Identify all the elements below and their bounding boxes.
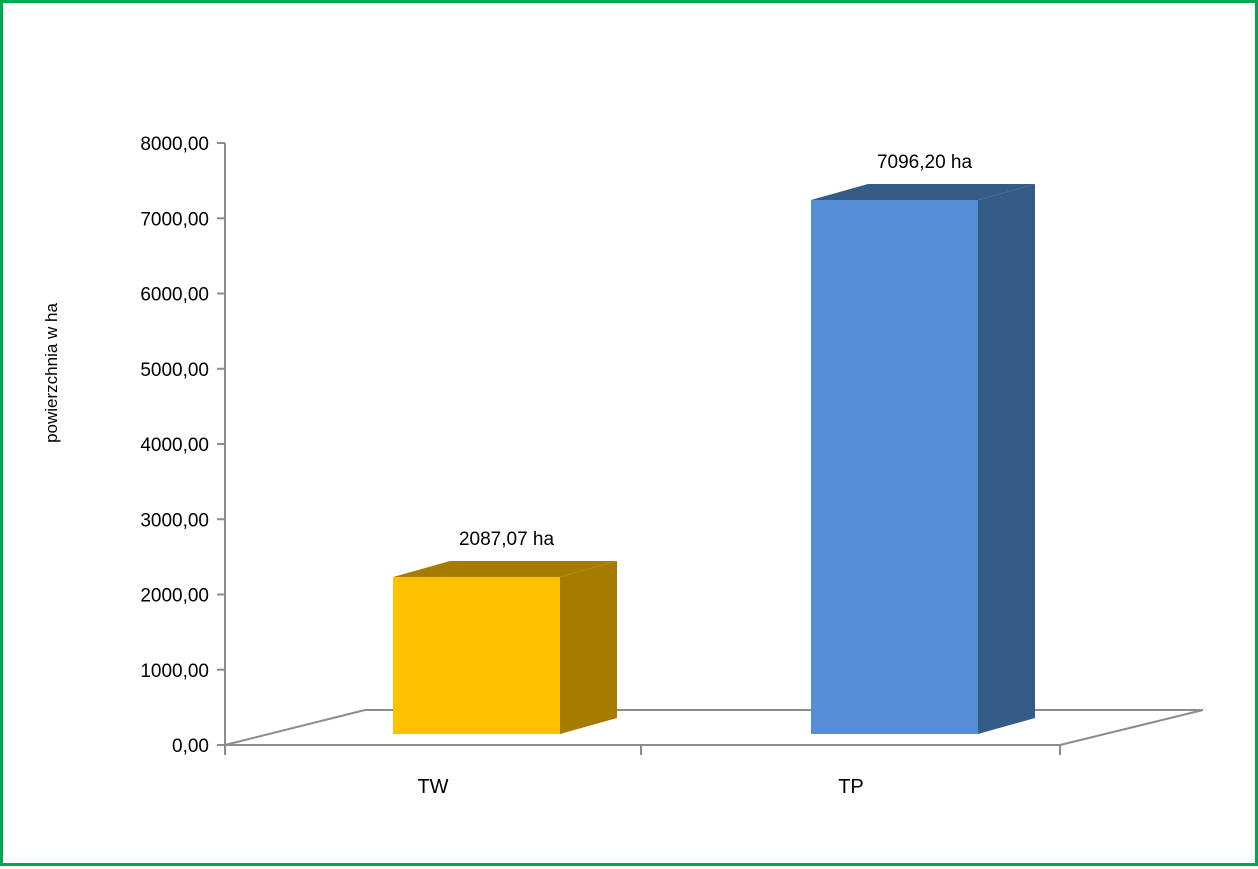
y-axis: 0,00 1000,00 2000,00 3000,00 4000,00 5000,00 6… — [140, 134, 1061, 757]
chart-floor — [224, 709, 1204, 746]
bar-front-face — [393, 576, 560, 734]
y-tick-label: 7000,00 — [140, 209, 209, 230]
bar-top-face — [811, 184, 1035, 201]
labels: 2087,07 ha TW 7096,20 ha TP — [417, 152, 972, 798]
bars — [393, 184, 1035, 734]
x-tick-label: TW — [417, 776, 448, 798]
bar-side-face — [978, 184, 1035, 734]
bar-top-face — [393, 560, 617, 577]
y-tick-label: 3000,00 — [140, 510, 209, 531]
bar-front-face — [811, 200, 978, 734]
bar-chart: 0,00 1000,00 2000,00 3000,00 4000,00 5000,00 6… — [42, 134, 1204, 798]
y-tick-label: 6000,00 — [140, 285, 209, 306]
bar-side-face — [560, 560, 617, 734]
y-tick-label: 5000,00 — [140, 360, 209, 381]
y-tick-label: 1000,00 — [140, 661, 209, 682]
y-tick-label: 4000,00 — [140, 435, 209, 456]
y-tick-label: 8000,00 — [140, 134, 209, 155]
bar-tw — [393, 560, 617, 734]
x-tick-label: TP — [838, 776, 864, 798]
y-axis-title: powierzchnia w ha — [42, 303, 61, 443]
y-tick-label: 2000,00 — [140, 586, 209, 607]
floor-outline — [224, 709, 1204, 746]
bar-tp — [811, 184, 1035, 734]
data-label: 7096,20 ha — [877, 152, 973, 173]
y-tick-label: 0,00 — [172, 736, 209, 757]
data-label: 2087,07 ha — [459, 529, 555, 550]
